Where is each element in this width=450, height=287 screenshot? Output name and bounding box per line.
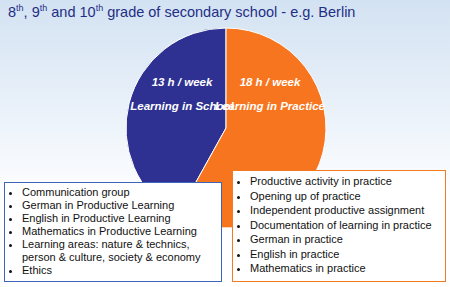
list-item: Ethics [22,264,217,277]
list-box: Communication groupGerman in Productive … [4,182,222,282]
list-item: Learning areas: nature & technics, perso… [22,238,217,264]
title: 8th, 9th and 10th grade of secondary sch… [8,3,355,20]
list-item: German in practice [250,232,441,247]
data-label: 13 h / week [152,76,213,88]
bullet-list: Productive activity in practiceOpening u… [239,174,441,276]
list-item: Opening up of practice [250,189,441,204]
list-item: Productive activity in practice [250,174,441,189]
data-label: 18 h / week [240,76,301,88]
list-item: German in Productive Learning [22,199,217,212]
list-item: English in Productive Learning [22,212,217,225]
list-item: Mathematics in practice [250,261,441,276]
bullet-list: Communication groupGerman in Productive … [11,186,217,277]
list-item: English in practice [250,247,441,262]
list-item: Independent productive assignment [250,203,441,218]
list-item: Documentation of learning in practice [250,218,441,233]
list-item: Communication group [22,186,217,199]
list-item: Mathematics in Productive Learning [22,225,217,238]
category-label: Learning in Practice [215,100,326,112]
list-box: Productive activity in practiceOpening u… [232,170,446,282]
